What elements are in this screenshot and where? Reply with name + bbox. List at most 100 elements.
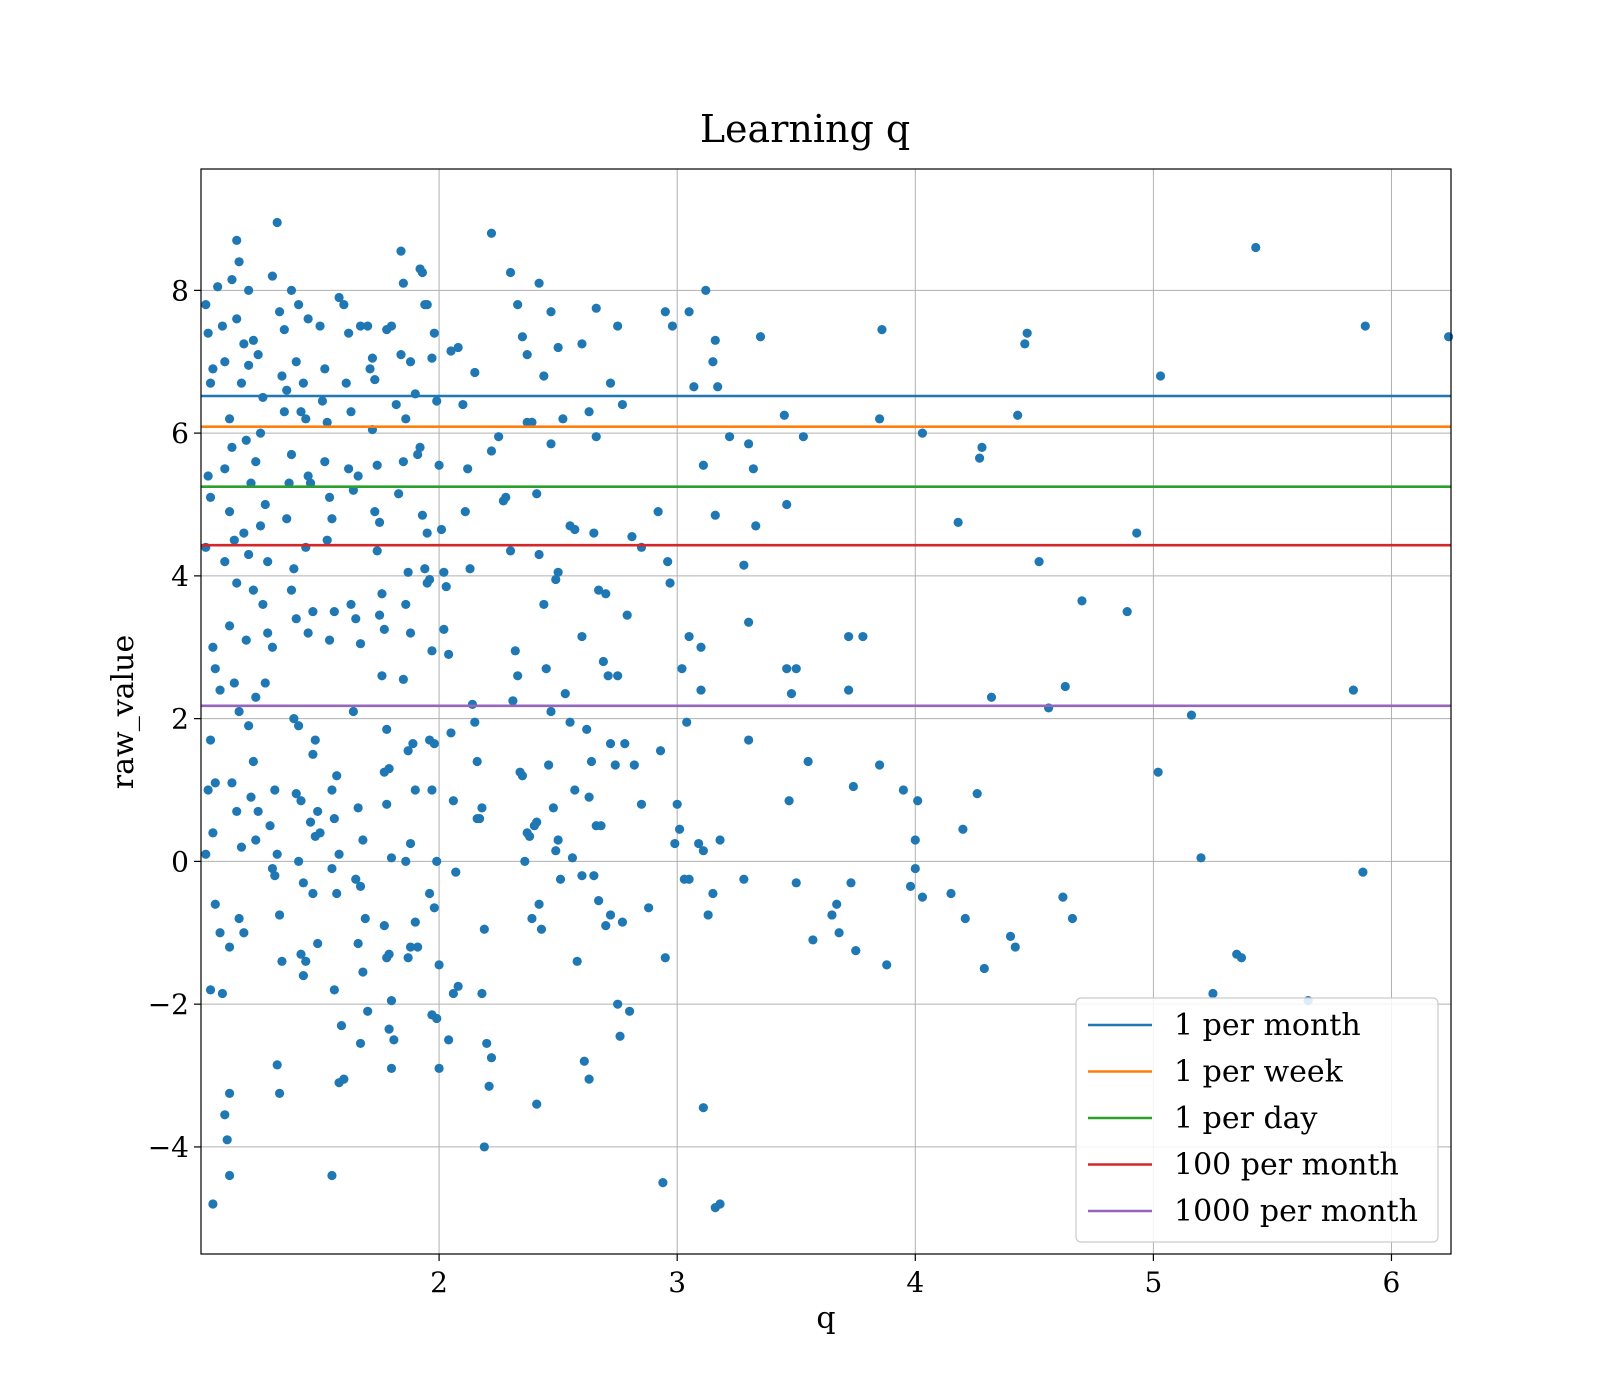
data-point <box>513 671 523 681</box>
data-point <box>232 578 242 588</box>
data-point <box>270 871 280 881</box>
data-point <box>605 910 616 920</box>
data-point <box>551 846 561 856</box>
data-point <box>658 1178 668 1188</box>
data-point <box>229 535 239 545</box>
data-point <box>960 913 970 924</box>
data-point <box>417 510 428 520</box>
data-point <box>522 349 532 360</box>
data-point <box>1444 332 1454 342</box>
data-point <box>334 849 344 859</box>
data-point <box>477 988 487 999</box>
data-point <box>322 417 332 428</box>
data-point <box>329 985 339 995</box>
data-point <box>244 285 254 295</box>
data-point <box>560 689 570 699</box>
data-point <box>205 378 216 388</box>
data-point <box>434 1063 444 1074</box>
data-point <box>567 853 578 863</box>
data-point <box>372 546 382 556</box>
data-point <box>667 321 678 331</box>
data-point <box>227 778 237 788</box>
data-point <box>232 806 242 817</box>
data-point <box>260 678 270 688</box>
data-point <box>620 739 630 749</box>
data-point <box>653 507 663 517</box>
data-point <box>308 888 318 899</box>
data-point <box>694 838 704 849</box>
data-point <box>386 853 397 863</box>
data-point <box>463 464 473 474</box>
data-point <box>401 414 411 424</box>
data-point <box>665 578 675 588</box>
data-point <box>208 364 218 374</box>
data-point <box>355 639 366 649</box>
data-point <box>229 678 239 688</box>
data-point <box>398 278 408 288</box>
data-point <box>336 1020 347 1031</box>
data-point <box>527 417 537 428</box>
data-point <box>610 760 620 770</box>
data-point <box>508 696 518 706</box>
data-point <box>551 574 561 585</box>
data-point <box>479 1142 489 1152</box>
data-point <box>584 792 594 802</box>
data-point <box>363 321 373 331</box>
data-point <box>808 935 818 945</box>
y-tick-label: 0 <box>171 845 189 878</box>
data-point <box>344 328 354 338</box>
data-point <box>453 342 463 353</box>
data-point <box>751 521 761 531</box>
data-point <box>1077 596 1087 606</box>
data-point <box>360 913 370 924</box>
data-point <box>1153 767 1163 777</box>
data-point <box>313 806 323 817</box>
data-point <box>277 956 287 966</box>
data-point <box>472 813 482 824</box>
data-point <box>898 785 908 795</box>
data-point <box>370 507 380 517</box>
data-point <box>401 599 411 610</box>
data-point <box>413 449 423 460</box>
data-point <box>553 342 563 353</box>
data-point <box>877 325 887 335</box>
data-point <box>582 724 592 734</box>
data-point <box>224 507 235 517</box>
data-point <box>274 307 285 317</box>
data-point <box>339 1074 349 1084</box>
data-point <box>310 735 320 745</box>
data-point <box>974 453 985 463</box>
data-point <box>208 828 218 838</box>
data-point <box>565 717 575 727</box>
data-point <box>224 414 235 424</box>
data-point <box>301 956 311 966</box>
data-point <box>577 871 587 881</box>
data-point <box>460 507 470 517</box>
data-point <box>613 671 623 681</box>
data-point <box>232 235 242 245</box>
data-point <box>289 564 299 574</box>
data-point <box>251 457 261 467</box>
data-point <box>279 325 289 335</box>
data-point <box>217 321 228 331</box>
data-point <box>517 771 528 781</box>
data-point <box>505 267 516 278</box>
data-point <box>367 353 378 363</box>
data-point <box>422 578 432 588</box>
data-point <box>484 1081 494 1091</box>
data-point <box>351 874 361 884</box>
data-point <box>234 257 244 267</box>
data-point <box>1122 606 1132 617</box>
data-point <box>274 1088 285 1098</box>
data-point <box>544 760 554 770</box>
data-point <box>215 685 225 695</box>
data-point <box>353 938 363 949</box>
data-point <box>644 903 654 913</box>
legend-label: 1 per month <box>1174 1008 1361 1043</box>
data-point <box>267 642 278 652</box>
data-point <box>682 717 692 727</box>
data-point <box>420 564 430 574</box>
legend-label: 1 per week <box>1174 1055 1344 1090</box>
data-point <box>251 835 261 845</box>
data-point <box>251 692 261 702</box>
